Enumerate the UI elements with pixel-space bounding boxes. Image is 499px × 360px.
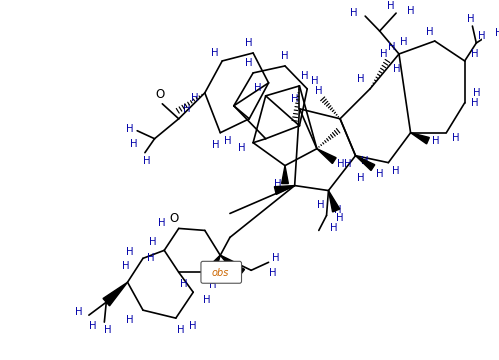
Text: H: H bbox=[281, 51, 289, 61]
Text: H: H bbox=[315, 86, 322, 96]
Text: H: H bbox=[209, 280, 216, 290]
Text: O: O bbox=[169, 212, 179, 225]
Text: H: H bbox=[254, 83, 261, 93]
Text: H: H bbox=[357, 172, 364, 183]
Text: H: H bbox=[452, 133, 460, 143]
Text: H: H bbox=[177, 325, 185, 335]
Text: H: H bbox=[432, 136, 440, 146]
Polygon shape bbox=[274, 185, 294, 194]
Polygon shape bbox=[328, 190, 340, 212]
Text: H: H bbox=[268, 268, 276, 278]
Text: H: H bbox=[311, 76, 319, 86]
Text: H: H bbox=[336, 213, 344, 224]
Text: H: H bbox=[473, 88, 480, 98]
Text: H: H bbox=[334, 206, 342, 216]
Text: H: H bbox=[350, 8, 357, 18]
Polygon shape bbox=[411, 133, 429, 144]
Text: H: H bbox=[400, 37, 408, 47]
Text: H: H bbox=[104, 325, 112, 335]
Polygon shape bbox=[281, 166, 288, 184]
Text: H: H bbox=[291, 94, 298, 104]
Text: H: H bbox=[479, 31, 486, 41]
Text: H: H bbox=[495, 28, 499, 38]
Text: H: H bbox=[471, 49, 478, 59]
Polygon shape bbox=[317, 149, 336, 163]
Text: H: H bbox=[361, 156, 369, 166]
Text: H: H bbox=[143, 156, 151, 166]
Text: H: H bbox=[203, 295, 211, 305]
Text: H: H bbox=[344, 159, 351, 168]
Text: H: H bbox=[89, 321, 96, 331]
Text: H: H bbox=[376, 168, 383, 179]
Text: H: H bbox=[467, 14, 474, 24]
Text: H: H bbox=[337, 159, 345, 168]
Polygon shape bbox=[355, 156, 375, 171]
Text: H: H bbox=[126, 315, 133, 325]
Text: H: H bbox=[393, 64, 401, 74]
Text: H: H bbox=[212, 140, 219, 150]
Text: H: H bbox=[426, 27, 434, 37]
Polygon shape bbox=[205, 255, 220, 280]
Text: obs: obs bbox=[212, 268, 229, 278]
Text: H: H bbox=[183, 104, 190, 114]
Text: H: H bbox=[149, 237, 156, 247]
Text: H: H bbox=[300, 71, 308, 81]
Text: H: H bbox=[126, 124, 133, 134]
Text: H: H bbox=[380, 49, 387, 59]
Text: H: H bbox=[357, 74, 364, 84]
Polygon shape bbox=[103, 282, 128, 306]
Text: H: H bbox=[190, 321, 197, 331]
Text: H: H bbox=[211, 48, 218, 58]
Text: H: H bbox=[75, 307, 83, 317]
Text: H: H bbox=[238, 143, 246, 153]
Text: H: H bbox=[192, 93, 199, 103]
Text: H: H bbox=[388, 42, 395, 52]
Text: O: O bbox=[156, 88, 165, 102]
Text: H: H bbox=[180, 279, 187, 289]
Text: H: H bbox=[387, 1, 394, 11]
Text: H: H bbox=[245, 58, 252, 68]
Text: H: H bbox=[329, 224, 337, 233]
Text: H: H bbox=[122, 261, 129, 271]
Text: H: H bbox=[271, 253, 279, 263]
Text: H: H bbox=[158, 219, 165, 229]
Text: H: H bbox=[317, 201, 324, 211]
Text: H: H bbox=[392, 166, 400, 176]
FancyBboxPatch shape bbox=[201, 261, 242, 283]
Text: H: H bbox=[407, 6, 414, 16]
Text: H: H bbox=[245, 38, 252, 48]
Text: H: H bbox=[147, 253, 155, 263]
Text: H: H bbox=[126, 247, 133, 257]
Polygon shape bbox=[220, 255, 245, 277]
Text: H: H bbox=[471, 98, 478, 108]
Text: H: H bbox=[130, 139, 137, 149]
Text: H: H bbox=[224, 136, 232, 146]
Text: H: H bbox=[273, 179, 281, 189]
